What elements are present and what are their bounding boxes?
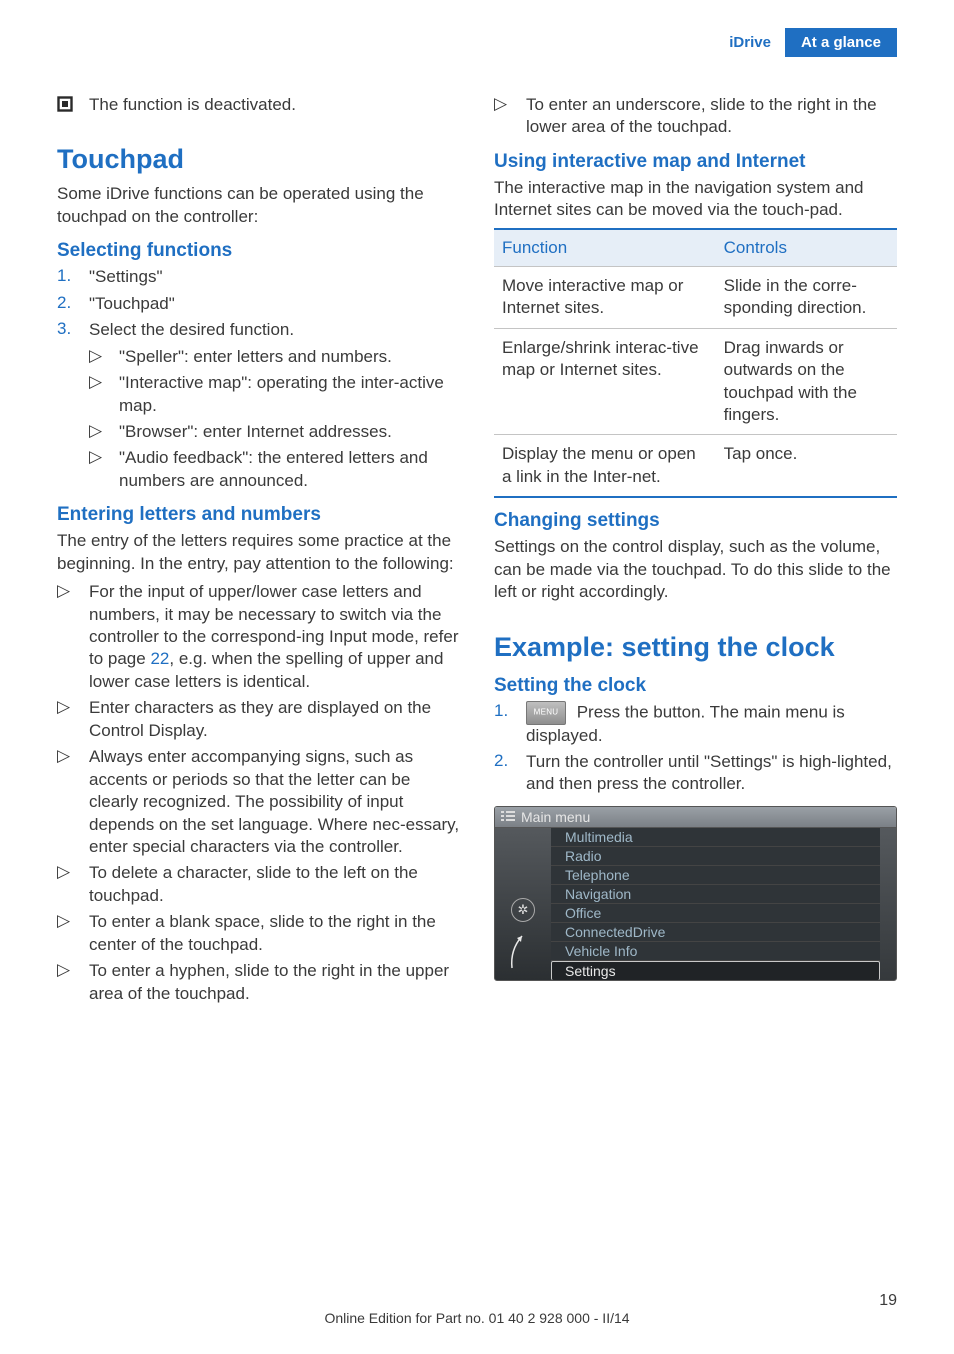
triangle-bullet-icon: ▷ <box>89 421 119 443</box>
triangle-bullet-icon: ▷ <box>89 346 119 368</box>
left-column: The function is deactivated. Touchpad So… <box>57 94 460 1009</box>
table-cell: Drag inwards or outwards on the touchpad… <box>716 328 897 435</box>
right-column: ▷To enter an underscore, slide to the ri… <box>494 94 897 1009</box>
entering-list-cont: ▷To enter an underscore, slide to the ri… <box>494 94 897 139</box>
menu-row: Navigation <box>551 885 880 904</box>
menu-row: ConnectedDrive <box>551 923 880 942</box>
menu-row: Telephone <box>551 866 880 885</box>
interactive-map-intro: The interactive map in the navigation sy… <box>494 177 897 222</box>
list-item-text: Turn the controller until "Settings" is … <box>526 751 897 796</box>
screenshot-title: Main menu <box>521 809 590 825</box>
page-number: 19 <box>879 1292 897 1310</box>
interactive-map-heading: Using interactive map and Internet <box>494 151 897 173</box>
table-row: Move interactive map or Internet sites. … <box>494 266 897 328</box>
list-number: 3. <box>57 319 89 341</box>
triangle-bullet-icon: ▷ <box>57 697 89 742</box>
triangle-bullet-icon: ▷ <box>57 862 89 907</box>
menu-row: Vehicle Info <box>551 942 880 961</box>
entering-list: ▷ For the input of upper/lower case lett… <box>57 581 460 1005</box>
setting-clock-heading: Setting the clock <box>494 675 897 697</box>
selecting-functions-heading: Selecting functions <box>57 240 460 262</box>
list-item-text: To delete a character, slide to the left… <box>89 862 460 907</box>
touchpad-intro: Some iDrive functions can be operated us… <box>57 183 460 228</box>
triangle-bullet-icon: ▷ <box>494 94 526 139</box>
list-item-text: "Audio feedback": the entered letters an… <box>119 447 460 492</box>
page-body: The function is deactivated. Touchpad So… <box>57 94 897 1009</box>
table-header: Controls <box>716 229 897 267</box>
changing-settings-body: Settings on the control display, such as… <box>494 536 897 603</box>
page-ref-link[interactable]: 22 <box>150 649 169 668</box>
example-heading: Example: setting the clock <box>494 632 897 663</box>
table-cell: Slide in the corre‐sponding direction. <box>716 266 897 328</box>
table-row: Display the menu or open a link in the I… <box>494 435 897 497</box>
triangle-bullet-icon: ▷ <box>57 746 89 858</box>
list-icon <box>501 809 515 825</box>
list-number: 1. <box>494 701 526 747</box>
list-number: 2. <box>57 293 89 315</box>
list-number: 1. <box>57 266 89 288</box>
screenshot-body: ✲ Multimedia Radio Telephone Navigation … <box>495 828 896 980</box>
selecting-functions-sublist: ▷"Speller": enter letters and numbers. ▷… <box>89 346 460 493</box>
pointer-arrow-icon <box>508 930 538 970</box>
table-cell: Move interactive map or Internet sites. <box>494 266 716 328</box>
list-item-text: "Settings" <box>89 266 460 288</box>
entering-heading: Entering letters and numbers <box>57 504 460 526</box>
list-item-text: To enter a hyphen, slide to the right in… <box>89 960 460 1005</box>
menu-row: Multimedia <box>551 828 880 847</box>
table-cell: Display the menu or open a link in the I… <box>494 435 716 497</box>
list-item-text: To enter an underscore, slide to the rig… <box>526 94 897 139</box>
gear-icon: ✲ <box>511 898 535 922</box>
list-number: 2. <box>494 751 526 796</box>
touchpad-heading: Touchpad <box>57 144 460 175</box>
deactivated-row: The function is deactivated. <box>57 94 460 116</box>
entering-intro: The entry of the letters requires some p… <box>57 530 460 575</box>
footer-line: Online Edition for Part no. 01 40 2 928 … <box>0 1310 954 1326</box>
triangle-bullet-icon: ▷ <box>89 372 119 417</box>
menu-row-selected: Settings <box>551 961 880 980</box>
triangle-bullet-icon: ▷ <box>89 447 119 492</box>
header-bar: iDrive At a glance <box>715 28 897 57</box>
header-chapter-label: At a glance <box>785 28 897 57</box>
menu-row: Office <box>551 904 880 923</box>
text-fragment: Press the button. The main menu is displ… <box>526 702 845 745</box>
triangle-bullet-icon: ▷ <box>57 581 89 693</box>
table-cell: Enlarge/shrink interac‐tive map or Inter… <box>494 328 716 435</box>
list-item-text: Press the button. The main menu is displ… <box>526 701 897 747</box>
list-item-text: "Speller": enter letters and numbers. <box>119 346 460 368</box>
screenshot-left-panel: ✲ <box>495 828 551 980</box>
menu-button-icon <box>526 701 566 725</box>
screenshot-menu-list: Multimedia Radio Telephone Navigation Of… <box>551 828 880 980</box>
selecting-functions-list: 1."Settings" 2."Touchpad" 3.Select the d… <box>57 266 460 341</box>
screenshot-right-edge <box>880 828 896 980</box>
checkbox-empty-icon <box>57 94 89 112</box>
header-section-label: iDrive <box>715 28 785 57</box>
list-item-text: "Touchpad" <box>89 293 460 315</box>
list-item-text: "Browser": enter Internet addresses. <box>119 421 460 443</box>
list-item-text: For the input of upper/lower case letter… <box>89 581 460 693</box>
table-cell: Tap once. <box>716 435 897 497</box>
triangle-bullet-icon: ▷ <box>57 960 89 1005</box>
menu-row: Radio <box>551 847 880 866</box>
list-item-text: To enter a blank space, slide to the rig… <box>89 911 460 956</box>
list-item-text: "Interactive map": operating the inter‐a… <box>119 372 460 417</box>
triangle-bullet-icon: ▷ <box>57 911 89 956</box>
list-item-text: Always enter accompanying signs, such as… <box>89 746 460 858</box>
list-item-text: Enter characters as they are displayed o… <box>89 697 460 742</box>
idrive-screenshot: Main menu ✲ Multimedia Radio Telephone N… <box>494 806 897 981</box>
function-controls-table: Function Controls Move interactive map o… <box>494 228 897 499</box>
screenshot-header: Main menu <box>495 807 896 828</box>
setting-clock-list: 1. Press the button. The main menu is di… <box>494 701 897 796</box>
list-item-text: Select the desired function. <box>89 319 460 341</box>
table-row: Enlarge/shrink interac‐tive map or Inter… <box>494 328 897 435</box>
table-header: Function <box>494 229 716 267</box>
deactivated-text: The function is deactivated. <box>89 94 296 116</box>
changing-settings-heading: Changing settings <box>494 510 897 532</box>
